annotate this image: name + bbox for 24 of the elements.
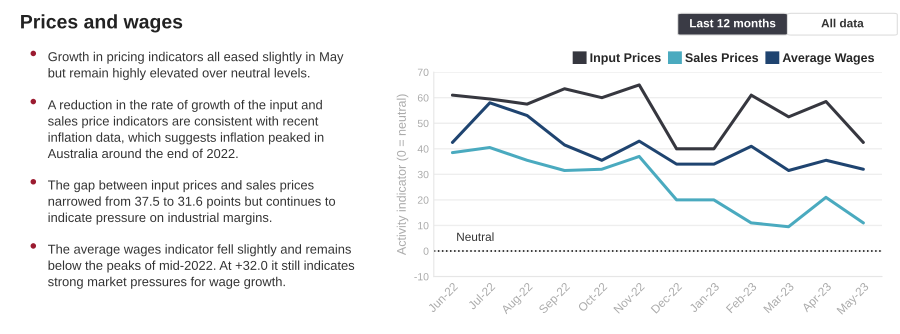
y-tick-label: 30 <box>418 170 429 178</box>
y-tick-label: 50 <box>418 120 429 128</box>
y-tick-label: -10 <box>414 273 429 280</box>
text: A reduction in the rate of growth of the input and sales price indicators are consistent with recent inflation data, which suggests inflation peaked in Australia around the end of 2022. <box>48 100 324 158</box>
y-tick-label: 60 <box>418 94 429 102</box>
legend-label: Sales Prices <box>685 52 758 62</box>
text: The gap between input prices and sales prices narrowed from 37.5 to 31.6 points but continues to indicate pressure on industrial margins. <box>48 180 336 225</box>
y-tick-label: 70 <box>418 68 429 76</box>
text: All data <box>821 18 864 28</box>
ref-line-label: Neutral <box>457 232 494 241</box>
text: Prices and wages <box>21 14 182 32</box>
text: Growth in pricing indicators all eased slightly in May but remain highly elevated over neutral levels. <box>48 52 344 80</box>
text: The average wages indicator fell slightly and remains below the peaks of mid-2022. At +32.0 it still indicates strong market pressures for wage growth. <box>48 244 354 289</box>
line-series <box>450 83 865 150</box>
legend-label: Average Wages <box>782 53 874 65</box>
y-axis-title: Activity indicator (0 = neutral) <box>396 94 408 256</box>
line-series <box>450 101 865 172</box>
y-tick-label: 0 <box>424 248 429 255</box>
y-tick-label: 40 <box>418 145 429 153</box>
y-tick-label: 20 <box>418 196 429 204</box>
line-series <box>450 146 865 228</box>
y-tick-label: 10 <box>418 222 429 230</box>
legend-label: Input Prices <box>590 52 661 65</box>
text: Last 12 months <box>690 18 776 28</box>
